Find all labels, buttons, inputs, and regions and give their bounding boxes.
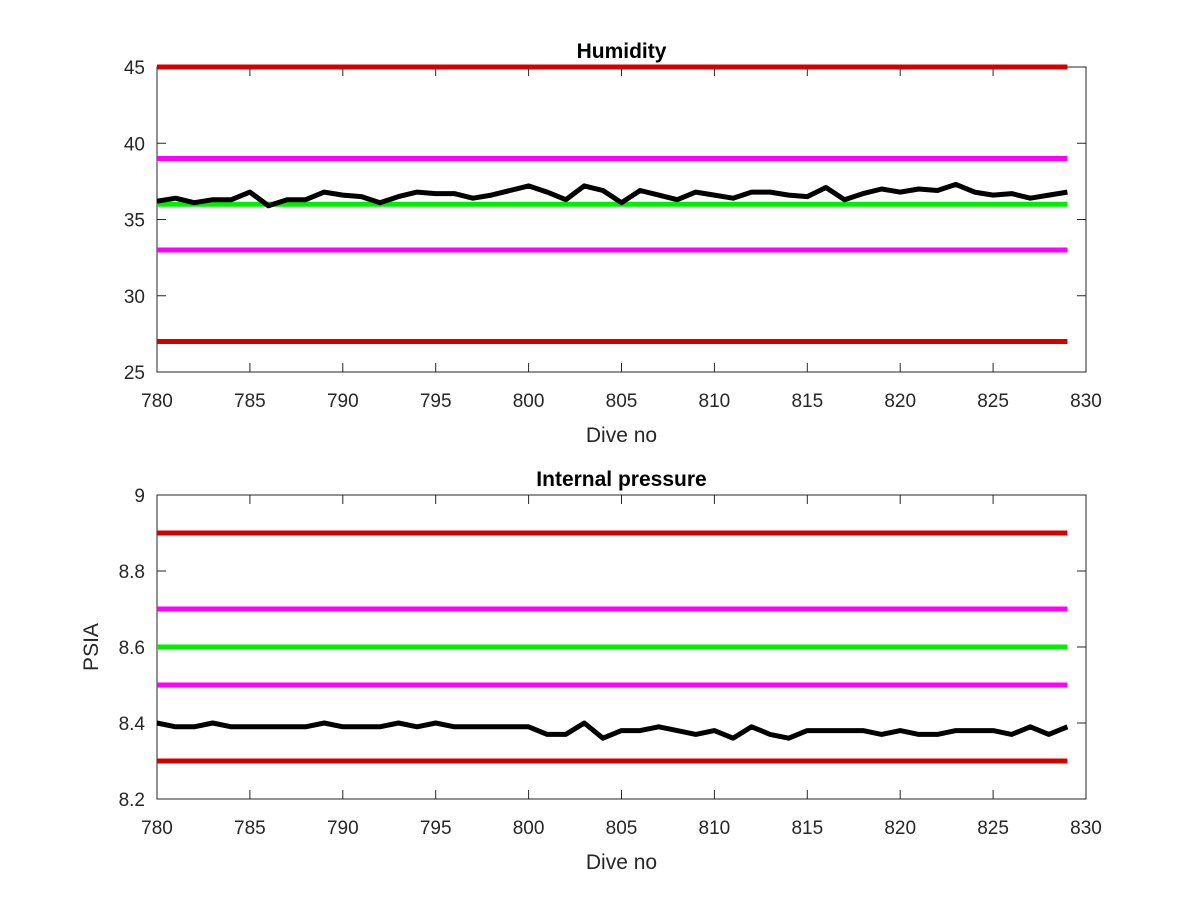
y-tick-label: 8.4 <box>119 714 146 735</box>
internal-pressure-chart: 780 785 790 795 800 805 810 815 820 825 830 8.2 8.4 8… <box>80 468 1102 874</box>
x-tick-label: 815 <box>791 818 823 839</box>
x-tick-label: 810 <box>699 818 731 839</box>
plot-area <box>156 66 1087 373</box>
y-tick-label: 9 <box>134 486 145 507</box>
x-tick-label: 780 <box>141 818 173 839</box>
x-tick-label: 830 <box>1070 391 1102 412</box>
x-tick-label: 785 <box>234 391 266 412</box>
x-tick-label: 805 <box>606 818 638 839</box>
x-tick-label: 780 <box>141 391 173 412</box>
chart-title: Humidity <box>577 40 667 63</box>
x-tick-label: 820 <box>884 818 916 839</box>
y-tick-label: 25 <box>124 363 145 384</box>
x-tick-label: 795 <box>420 391 452 412</box>
x-tick-label: 815 <box>791 391 823 412</box>
x-tick-label: 805 <box>606 391 638 412</box>
humidity-chart: 780 785 790 795 800 805 810 815 820 825 830 25 30 35 4… <box>124 40 1102 447</box>
x-tick-label: 800 <box>513 391 545 412</box>
x-axis-label: Dive no <box>586 424 657 447</box>
x-axis-label: Dive no <box>586 851 657 874</box>
series-line <box>156 720 1069 741</box>
x-tick-label: 825 <box>977 818 1009 839</box>
x-tick-label: 800 <box>513 818 545 839</box>
y-tick-label: 8.8 <box>119 562 145 583</box>
x-tick-label: 790 <box>327 391 359 412</box>
x-tick-label: 785 <box>234 818 266 839</box>
y-axis-label: PSIA <box>80 623 103 671</box>
x-tick-label: 830 <box>1070 818 1102 839</box>
x-tick-label: 825 <box>977 391 1009 412</box>
y-tick-label: 30 <box>124 287 145 308</box>
y-tick-label: 35 <box>124 211 145 232</box>
chart-title: Internal pressure <box>536 468 706 491</box>
y-tick-label: 8.2 <box>119 790 145 811</box>
y-tick-label: 8.6 <box>119 638 145 659</box>
series-line <box>156 181 1068 209</box>
x-tick-label: 795 <box>420 818 452 839</box>
y-tick-label: 40 <box>124 134 145 155</box>
x-tick-label: 820 <box>884 391 916 412</box>
x-tick-label: 790 <box>327 818 359 839</box>
x-tick-label: 810 <box>699 391 731 412</box>
y-tick-label: 45 <box>124 58 145 79</box>
